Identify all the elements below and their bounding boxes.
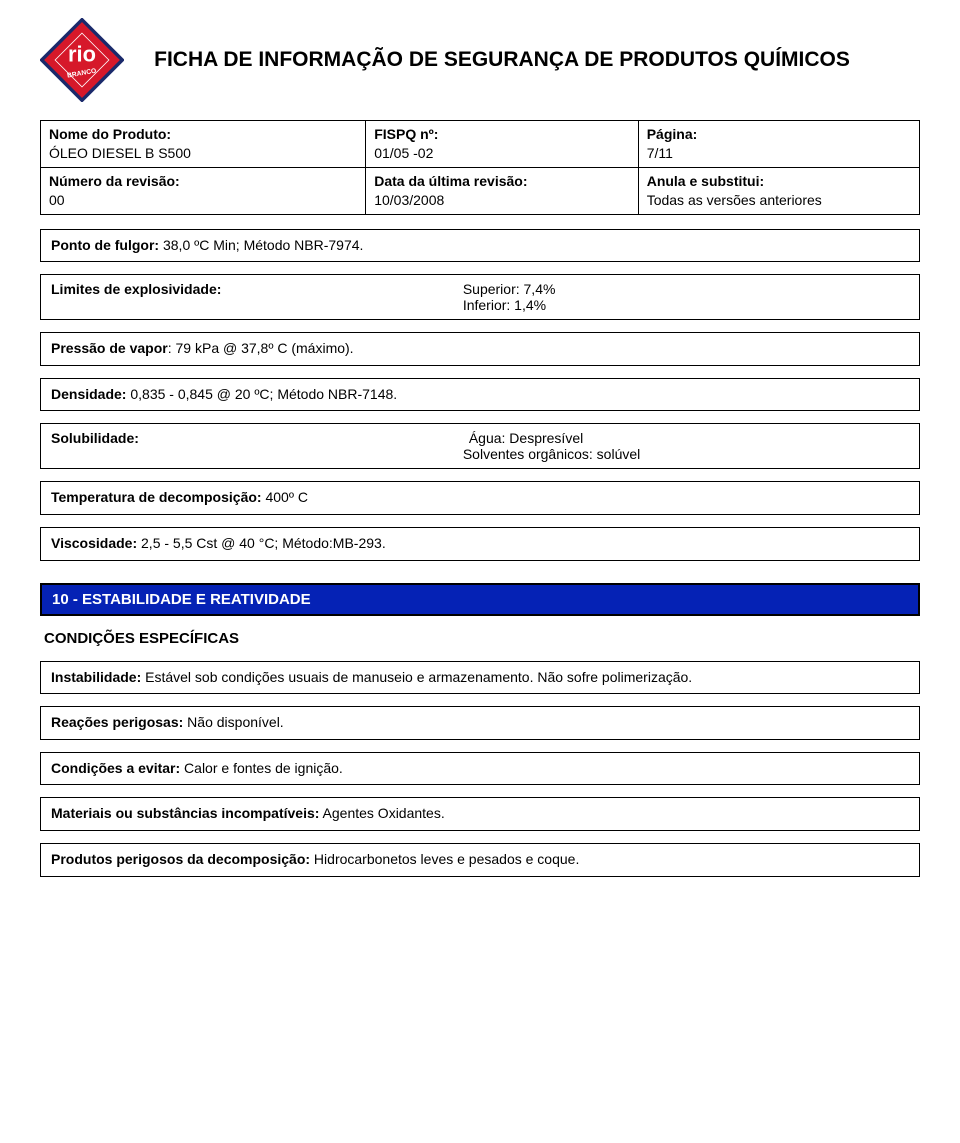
hazardous-reactions-box: Reações perigosas: Não disponível. — [40, 706, 920, 740]
viscosity-value: 2,5 - 5,5 Cst @ 40 °C; Método:MB-293. — [137, 535, 386, 551]
solubility-organic: Solventes orgânicos: solúvel — [463, 446, 640, 462]
decomposition-temp-value: 400º C — [262, 489, 308, 505]
decomposition-temp-label: Temperatura de decomposição: — [51, 489, 262, 505]
instability-value: Estável sob condições usuais de manuseio… — [141, 669, 692, 685]
page-value: 7/11 — [647, 145, 673, 161]
revision-number-value: 00 — [49, 192, 65, 208]
explosivity-inferior: Inferior: 1,4% — [463, 297, 546, 313]
vapor-pressure-box: Pressão de vapor: 79 kPa @ 37,8º C (máxi… — [40, 332, 920, 366]
viscosity-label: Viscosidade: — [51, 535, 137, 551]
section-10-band: 10 - ESTABILIDADE E REATIVIDADE — [40, 583, 920, 616]
incompatible-materials-value: Agentes Oxidantes. — [319, 805, 444, 821]
table-row: Número da revisão: 00 Data da última rev… — [41, 167, 920, 214]
page-label: Página: — [647, 126, 698, 142]
hazardous-decomposition-products-value: Hidrocarbonetos leves e pesados e coque. — [310, 851, 579, 867]
product-label: Nome do Produto: — [49, 126, 171, 142]
flashpoint-label: Ponto de fulgor: — [51, 237, 159, 253]
flashpoint-value: 38,0 ºC Min; Método NBR-7974. — [159, 237, 363, 253]
solubility-label: Solubilidade: — [51, 430, 463, 462]
fispq-value: 01/05 -02 — [374, 145, 433, 161]
document-title: FICHA DE INFORMAÇÃO DE SEGURANÇA DE PROD… — [144, 46, 920, 73]
hazardous-reactions-label: Reações perigosas: — [51, 714, 183, 730]
fispq-label: FISPQ nº: — [374, 126, 438, 142]
density-value: 0,835 - 0,845 @ 20 ºC; Método NBR-7148. — [126, 386, 397, 402]
vapor-pressure-value: : 79 kPa @ 37,8º C (máximo). — [168, 340, 354, 356]
density-box: Densidade: 0,835 - 0,845 @ 20 ºC; Método… — [40, 378, 920, 412]
product-value: ÓLEO DIESEL B S500 — [49, 145, 191, 161]
section-10-subheading: CONDIÇÕES ESPECÍFICAS — [44, 630, 916, 647]
density-label: Densidade: — [51, 386, 126, 402]
vapor-pressure-label: Pressão de vapor — [51, 340, 168, 356]
solubility-box: Solubilidade: Água: Despresível Solvente… — [40, 423, 920, 469]
meta-table: Nome do Produto: ÓLEO DIESEL B S500 FISP… — [40, 120, 920, 215]
conditions-to-avoid-box: Condições a evitar: Calor e fontes de ig… — [40, 752, 920, 786]
replaces-label: Anula e substitui: — [647, 173, 764, 189]
incompatible-materials-label: Materiais ou substâncias incompatíveis: — [51, 805, 319, 821]
hazardous-decomposition-products-label: Produtos perigosos da decomposição: — [51, 851, 310, 867]
incompatible-materials-box: Materiais ou substâncias incompatíveis: … — [40, 797, 920, 831]
flashpoint-box: Ponto de fulgor: 38,0 ºC Min; Método NBR… — [40, 229, 920, 263]
explosivity-box: Limites de explosividade: Superior: 7,4%… — [40, 274, 920, 320]
logo-text-top: rio — [68, 42, 96, 67]
hazardous-decomposition-products-box: Produtos perigosos da decomposição: Hidr… — [40, 843, 920, 877]
conditions-to-avoid-value: Calor e fontes de ignição. — [180, 760, 343, 776]
revision-date-value: 10/03/2008 — [374, 192, 444, 208]
instability-label: Instabilidade: — [51, 669, 141, 685]
conditions-to-avoid-label: Condições a evitar: — [51, 760, 180, 776]
viscosity-box: Viscosidade: 2,5 - 5,5 Cst @ 40 °C; Méto… — [40, 527, 920, 561]
document-header: rio BRANCO FICHA DE INFORMAÇÃO DE SEGURA… — [40, 18, 920, 102]
revision-number-label: Número da revisão: — [49, 173, 180, 189]
table-row: Nome do Produto: ÓLEO DIESEL B S500 FISP… — [41, 121, 920, 168]
solubility-water: Água: Despresível — [463, 430, 583, 446]
decomposition-temp-box: Temperatura de decomposição: 400º C — [40, 481, 920, 515]
brand-logo: rio BRANCO — [40, 18, 124, 102]
instability-box: Instabilidade: Estável sob condições usu… — [40, 661, 920, 695]
explosivity-superior: Superior: 7,4% — [463, 281, 556, 297]
replaces-value: Todas as versões anteriores — [647, 192, 822, 208]
revision-date-label: Data da última revisão: — [374, 173, 527, 189]
explosivity-label: Limites de explosividade: — [51, 281, 463, 313]
hazardous-reactions-value: Não disponível. — [183, 714, 283, 730]
